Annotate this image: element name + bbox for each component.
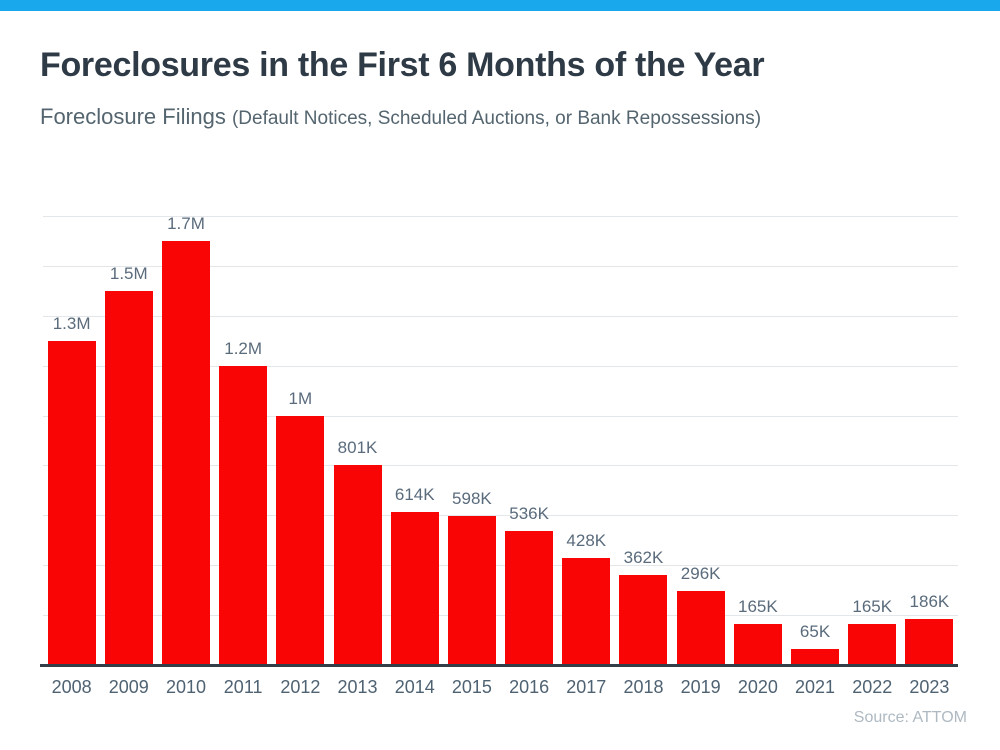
bar — [161, 241, 210, 665]
bar-slot: 186K — [901, 216, 958, 665]
gridline — [43, 565, 958, 567]
bars-layer: 1.3M 1.5M 1.7M 1.2M 1M 801K 614K 598K 536K 428K 36… — [43, 214, 958, 665]
x-tick-label: 2013 — [337, 677, 378, 697]
x-tick-label: 2008 — [51, 677, 92, 697]
bar — [619, 575, 668, 665]
bar-slot: 165K — [844, 216, 901, 665]
x-tick-label: 2011 — [223, 677, 263, 697]
bar-slot: 1.3M — [43, 216, 100, 665]
x-axis: 2008 2009 2010 2011 2012 2013 2014 2015 2016 2017… — [43, 677, 958, 698]
x-tick-label: 2023 — [909, 677, 950, 697]
bar-value-label: 1.5M — [109, 264, 148, 283]
source-attribution: Source: ATTOM — [853, 709, 967, 726]
bar-slot: 165K — [729, 216, 786, 665]
bar — [505, 531, 554, 665]
gridline — [43, 216, 958, 217]
bar-value-label: 1.2M — [224, 339, 263, 358]
x-tick-label: 2014 — [394, 677, 435, 697]
x-tick-label: 2009 — [108, 677, 149, 697]
bar — [47, 341, 96, 665]
bar-value-label: 186K — [909, 592, 950, 611]
bar — [104, 291, 153, 665]
bar — [733, 624, 782, 665]
bar-slot: 296K — [672, 216, 729, 665]
x-tick-label: 2020 — [737, 677, 778, 697]
x-tick-label: 2018 — [623, 677, 664, 697]
bar-slot: 614K — [386, 216, 443, 665]
bar-slot: 1.7M — [157, 214, 214, 665]
bar-slot: 362K — [615, 216, 672, 665]
bar — [905, 619, 954, 665]
bar-value-label: 165K — [852, 597, 893, 616]
bar-value-label: 598K — [452, 489, 492, 508]
x-tick-label: 2015 — [451, 677, 492, 697]
chart-subtitle-note: (Default Notices, Scheduled Auctions, or… — [231, 108, 762, 129]
bar — [390, 512, 439, 665]
x-tick-label: 2022 — [852, 677, 893, 697]
bar-chart-plot-area: 1.3M 1.5M 1.7M 1.2M 1M 801K 614K 598K 536K 428K 36… — [43, 214, 958, 665]
bar-value-label: 428K — [566, 531, 607, 550]
x-tick-label: 2021 — [795, 677, 836, 697]
bar-value-label: 65K — [799, 622, 831, 641]
x-tick-label: 2019 — [680, 677, 721, 697]
x-tick-label: 2017 — [566, 677, 607, 697]
bar-slot: 65K — [786, 216, 843, 665]
bar-value-label: 536K — [509, 504, 549, 523]
bar — [447, 516, 496, 665]
gridline — [43, 415, 958, 417]
bar-slot: 536K — [501, 216, 558, 665]
gridline — [43, 615, 958, 617]
bar-value-label: 1.3M — [52, 314, 91, 333]
bar — [676, 591, 725, 665]
bar-slot: 1.2M — [215, 216, 272, 665]
bar-value-label: 801K — [337, 438, 378, 457]
gridline — [43, 315, 958, 317]
bar — [848, 624, 897, 665]
bar — [219, 366, 268, 665]
chart-title: Foreclosures in the First 6 Months of th… — [40, 46, 765, 84]
gridline — [43, 265, 958, 267]
bar-value-label: 165K — [737, 597, 778, 616]
bar-slot: 1.5M — [100, 216, 157, 665]
x-tick-label: 2016 — [509, 677, 550, 697]
bar-value-label: 1M — [288, 389, 313, 408]
bar — [276, 416, 325, 665]
bar-slot: 801K — [329, 216, 386, 665]
chart-subtitle-main: Foreclosure Filings — [40, 104, 226, 129]
bar-value-label: 296K — [680, 564, 721, 583]
top-accent-bar — [0, 0, 1000, 11]
x-tick-label: 2010 — [165, 677, 206, 697]
bar-slot: 1M — [272, 216, 329, 665]
x-axis-baseline — [40, 664, 958, 667]
bar-value-label: 1.7M — [167, 214, 205, 233]
bar-slot: 428K — [558, 216, 615, 665]
bar-value-label: 362K — [623, 548, 664, 567]
gridline — [43, 465, 958, 467]
bar-value-label: 614K — [394, 485, 435, 504]
x-tick-label: 2012 — [280, 677, 321, 697]
bar — [333, 465, 382, 665]
gridline — [43, 515, 958, 517]
bar — [562, 558, 611, 665]
bar — [791, 649, 840, 665]
bar-slot: 598K — [443, 216, 500, 665]
chart-subtitle: Foreclosure Filings (Default Notices, Sc… — [40, 104, 761, 130]
gridline — [43, 365, 958, 367]
